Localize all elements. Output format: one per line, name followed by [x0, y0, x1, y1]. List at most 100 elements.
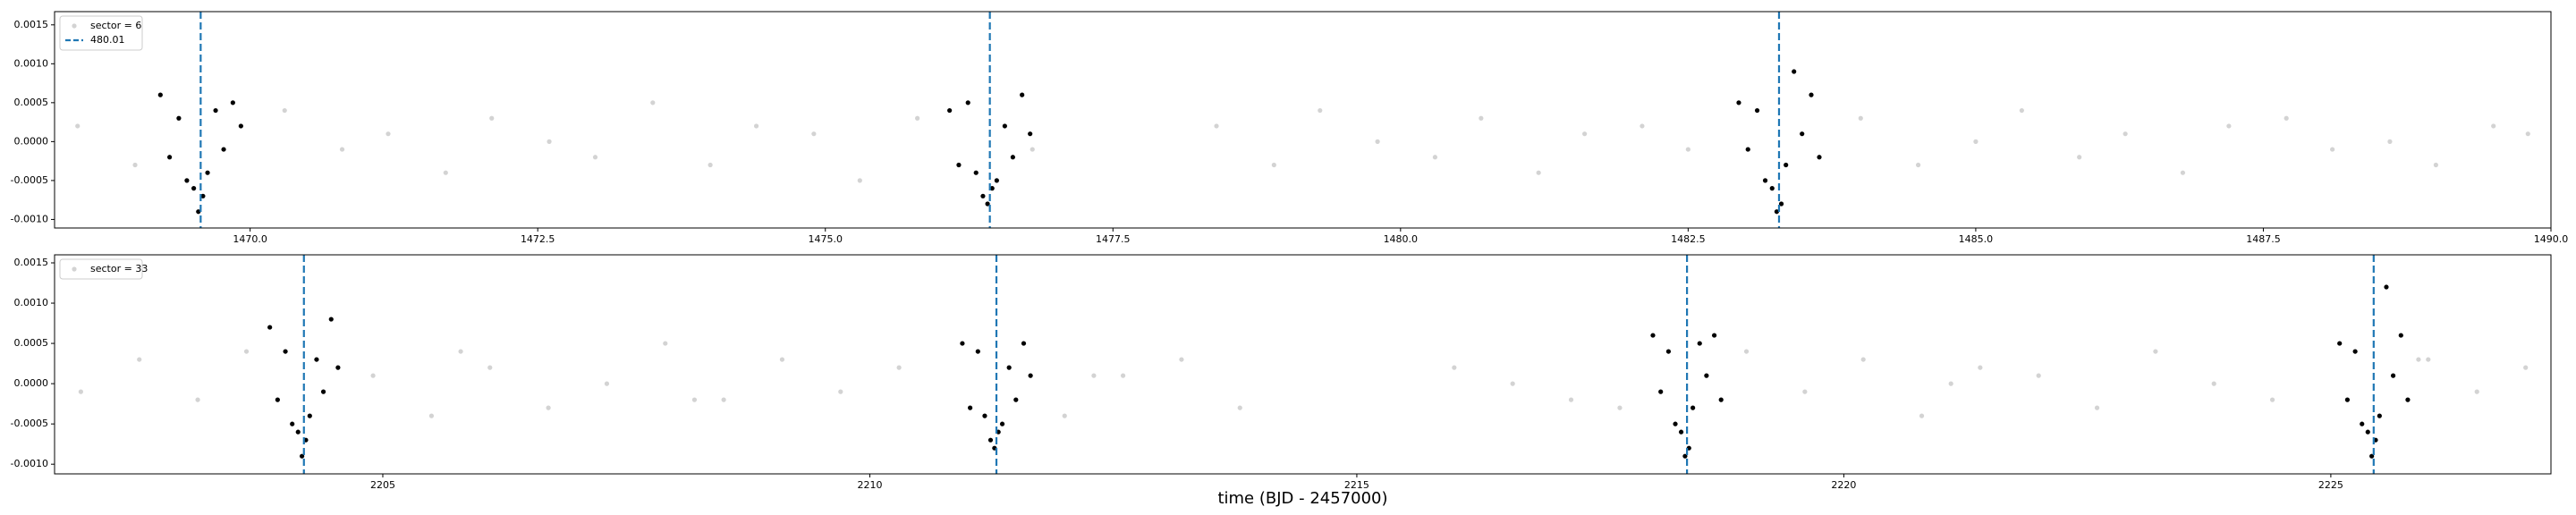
- x-axis-label: time (BJD - 2457000): [1217, 489, 1387, 508]
- point: [184, 178, 190, 183]
- point: [320, 389, 326, 394]
- point: [1978, 365, 1983, 370]
- point: [2426, 357, 2431, 362]
- point: [282, 107, 287, 114]
- point: [1711, 333, 1717, 338]
- point: [1021, 341, 1027, 346]
- point: [2433, 162, 2438, 168]
- point: [1769, 186, 1775, 191]
- point: [1568, 397, 1574, 402]
- point: [1030, 147, 1035, 152]
- point: [838, 389, 843, 394]
- point: [896, 365, 902, 370]
- legend: sector = 6 480.01: [59, 15, 143, 51]
- point: [1792, 69, 1797, 74]
- point: [1948, 381, 1953, 386]
- axes-frame: [54, 11, 2552, 229]
- point: [1754, 107, 1760, 114]
- x-tick-label: 2210: [857, 479, 882, 491]
- point: [2523, 365, 2529, 370]
- legend-label: sector = 6: [90, 20, 141, 31]
- point: [458, 349, 463, 354]
- x-tick-label: 2215: [1344, 479, 1369, 491]
- x-tick-label: 1470.0: [233, 233, 267, 245]
- point: [1062, 413, 1067, 418]
- y-tick-label: 0.0010: [14, 57, 49, 69]
- point: [489, 115, 495, 121]
- point: [960, 341, 965, 346]
- point: [2226, 123, 2232, 129]
- point: [370, 373, 376, 378]
- point: [973, 170, 979, 175]
- point: [2352, 349, 2358, 354]
- point: [1743, 349, 1750, 354]
- point: [968, 405, 973, 410]
- point: [132, 162, 138, 168]
- point: [1020, 92, 1025, 97]
- point: [1697, 341, 1702, 346]
- point: [1665, 349, 1672, 354]
- point: [487, 365, 493, 370]
- point: [547, 139, 552, 144]
- point: [1013, 397, 1019, 402]
- point: [176, 115, 182, 121]
- point: [663, 341, 668, 346]
- point: [2344, 397, 2351, 402]
- point: [956, 162, 962, 168]
- plot-area: [78, 255, 2529, 474]
- legend-box: [59, 258, 143, 280]
- point: [989, 186, 995, 191]
- point: [811, 131, 817, 137]
- point: [604, 381, 610, 386]
- x-tick-label: 1475.0: [808, 233, 843, 245]
- y-tick-label: 0.0010: [14, 297, 49, 308]
- point: [283, 349, 288, 354]
- point: [238, 123, 243, 129]
- y-tick-label: 0.0015: [14, 19, 49, 30]
- point: [1028, 131, 1033, 137]
- point: [1916, 162, 1921, 168]
- axes-frame: [54, 254, 2552, 475]
- point: [994, 178, 999, 183]
- point: [947, 107, 953, 114]
- y-tick-label: 0.0005: [14, 337, 49, 349]
- point: [1120, 373, 1126, 378]
- point: [2094, 405, 2100, 410]
- panel: 2205 2210 2215 2220 2225 -0.0010 -0.0005 0.0000…: [11, 254, 2552, 508]
- y-tick-label: -0.0005: [11, 174, 48, 186]
- y-tick-label: -0.0005: [11, 418, 48, 429]
- x-tick-label: 1487.5: [2246, 233, 2281, 245]
- point: [1784, 162, 1789, 168]
- point: [2387, 139, 2393, 144]
- point: [339, 147, 345, 152]
- point: [2525, 131, 2530, 137]
- point: [1179, 357, 1184, 362]
- point: [985, 201, 990, 207]
- point: [1802, 389, 1808, 394]
- point: [157, 92, 163, 97]
- point: [1718, 397, 1724, 402]
- point: [2269, 397, 2275, 402]
- point: [1006, 365, 1012, 370]
- point: [1919, 413, 1925, 418]
- point: [2416, 357, 2421, 362]
- point: [1237, 405, 1242, 410]
- point: [230, 100, 235, 106]
- point: [2390, 373, 2396, 378]
- point: [1432, 155, 1438, 160]
- x-tick-label: 1485.0: [1959, 233, 1994, 245]
- point: [335, 365, 341, 370]
- point: [1678, 429, 1684, 435]
- point: [2123, 131, 2128, 137]
- point: [1745, 147, 1750, 152]
- point: [191, 186, 197, 191]
- point: [1318, 107, 1323, 114]
- point: [779, 357, 785, 362]
- legend-label: 480.01: [90, 34, 125, 46]
- point: [2180, 170, 2186, 175]
- point: [1736, 100, 1741, 106]
- point: [2284, 115, 2289, 121]
- point: [2491, 123, 2496, 129]
- point: [2474, 389, 2479, 394]
